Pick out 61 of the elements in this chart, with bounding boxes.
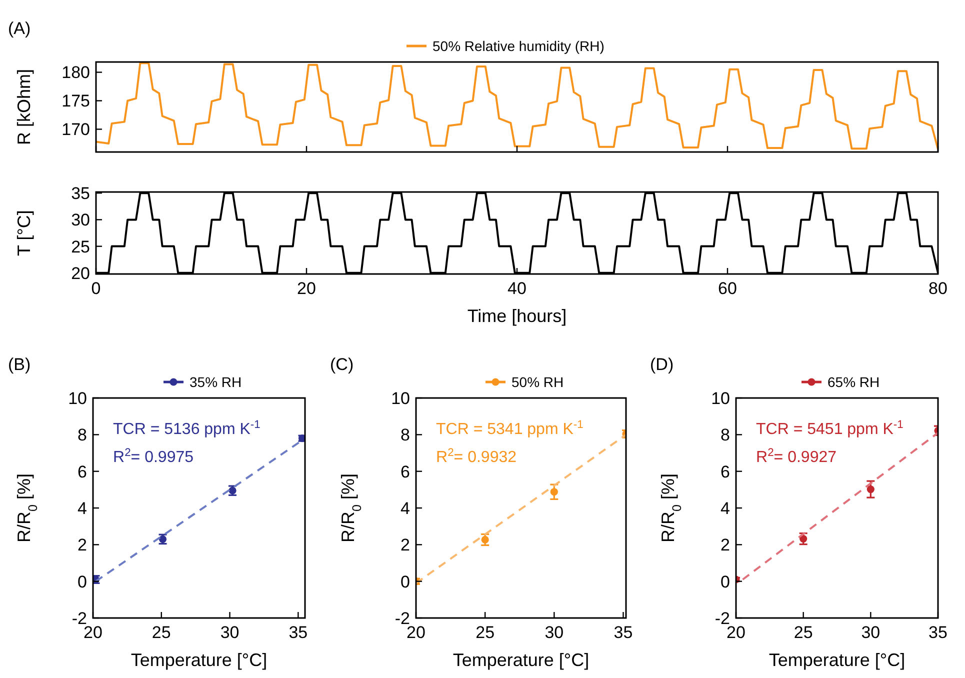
y-tick-label: 10: [391, 388, 410, 408]
annotation: TCR = 5136 ppm K$^{-1}$: [113, 419, 260, 438]
chart-title: (D): [650, 355, 674, 374]
annotation: R$^{2}$= 0.9975: [113, 447, 194, 466]
x-tick-label: 30: [544, 623, 564, 642]
chart-title: (B): [8, 355, 31, 374]
y-tick-label: 0: [400, 572, 410, 592]
x-tick-label: 30: [861, 623, 880, 642]
y-tick-label: 8: [78, 426, 87, 445]
y-tick-label: 180: [62, 63, 90, 82]
x-tick-label: 35: [614, 623, 633, 642]
x-tick-label: 25: [476, 623, 495, 642]
y-tick-label: 30: [71, 210, 90, 230]
annotation: TCR = 5451 ppm K$^{-1}$: [756, 419, 904, 438]
y-tick-label: 25: [71, 237, 90, 256]
y-tick-label: 20: [71, 264, 90, 283]
y-axis-title: T [°C]: [14, 210, 34, 256]
x-tick-label: 35: [928, 623, 948, 642]
y-tick-label: 2: [400, 536, 410, 555]
legend-label: 35% RH: [190, 374, 242, 390]
x-tick-label: 20: [297, 279, 316, 298]
y-tick-label: 170: [62, 120, 90, 140]
y-tick-label: 175: [62, 92, 90, 111]
y-tick-label: 0: [78, 572, 87, 592]
y-tick-label: 10: [711, 388, 730, 408]
annotation: R$^{2}$= 0.9932: [436, 447, 517, 466]
y-tick-label: 6: [400, 462, 410, 482]
x-tick-label: 80: [928, 279, 948, 298]
x-tick-label: 40: [508, 279, 526, 298]
y-tick-label: 8: [720, 426, 730, 445]
y-tick-label: 0: [720, 572, 730, 592]
y-tick-label: 4: [78, 498, 87, 518]
y-tick-label: 4: [720, 498, 730, 518]
x-tick-label: 60: [718, 279, 737, 298]
y-tick-label: 10: [68, 388, 87, 408]
y-axis-title: R [kOhm]: [14, 68, 34, 146]
x-axis-title: Time [hours]: [467, 306, 567, 326]
y-tick-label: 8: [400, 426, 410, 445]
legend-label: 65% RH: [828, 374, 880, 390]
x-axis-title: Temperature [°C]: [768, 650, 906, 670]
y-tick-label: 2: [78, 536, 87, 555]
y-tick-label: 4: [400, 498, 410, 518]
legend-label: 50% RH: [512, 374, 564, 390]
y-tick-label: -2: [394, 608, 410, 628]
y-tick-label: 6: [78, 462, 87, 482]
y-tick-label: 35: [71, 184, 90, 204]
x-axis-title: Temperature [°C]: [130, 650, 268, 670]
chart-title: (C): [330, 355, 354, 374]
x-tick-label: 35: [288, 623, 308, 642]
annotation: R$^{2}$= 0.9927: [756, 447, 837, 466]
x-tick-label: 30: [220, 623, 240, 642]
x-tick-label: 25: [794, 623, 813, 642]
x-axis-title: Temperature [°C]: [452, 650, 590, 670]
y-tick-label: 2: [720, 536, 730, 555]
x-tick-label: 25: [152, 623, 171, 642]
annotation: TCR = 5341 ppm K$^{-1}$: [436, 419, 584, 438]
y-tick-label: -2: [714, 608, 730, 628]
y-tick-label: -2: [72, 608, 87, 628]
y-tick-label: 6: [720, 462, 730, 482]
legend-label: 50% Relative humidity (RH): [432, 38, 604, 54]
chart-title: (A): [8, 19, 31, 38]
